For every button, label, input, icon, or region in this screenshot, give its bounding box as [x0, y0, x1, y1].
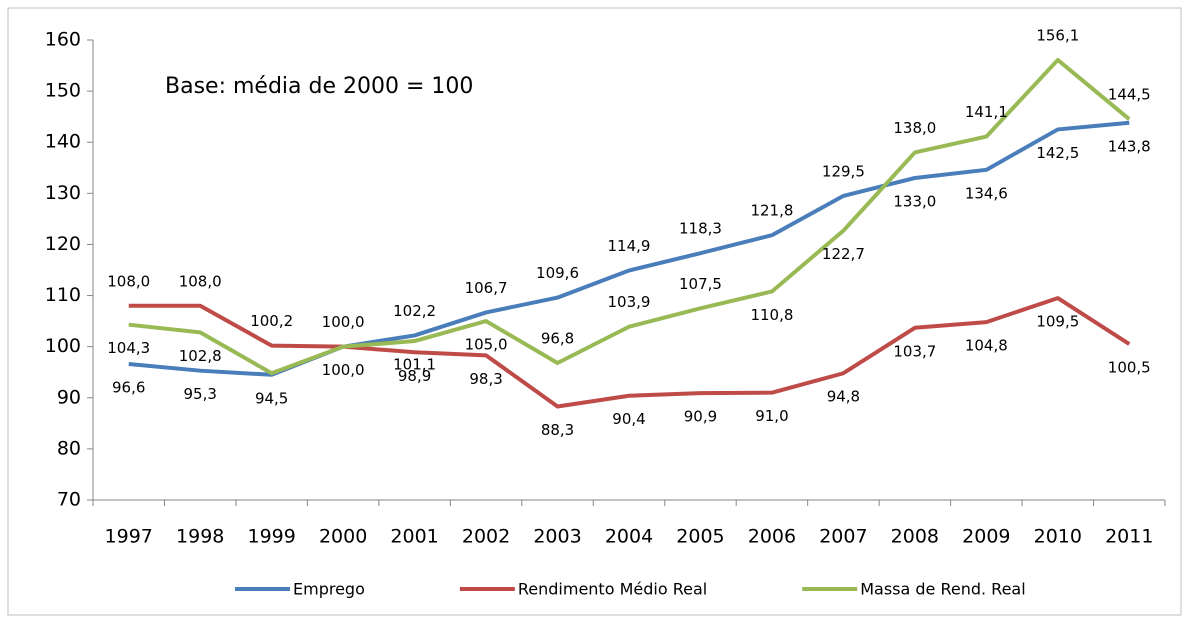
- data-label: 96,6: [112, 379, 145, 397]
- x-tick-label: 2009: [962, 526, 1010, 548]
- data-label: 94,5: [255, 389, 288, 407]
- data-label: 121,8: [750, 202, 793, 220]
- data-label: 110,8: [750, 306, 793, 324]
- x-tick-label: 2005: [676, 526, 724, 548]
- data-label: 98,3: [469, 370, 502, 388]
- data-label: 101,1: [393, 356, 436, 374]
- data-label: 100,5: [1108, 359, 1151, 377]
- data-label: 100,0: [322, 361, 365, 379]
- x-tick-label: 1997: [105, 526, 153, 548]
- legend-label: Rendimento Médio Real: [518, 580, 707, 599]
- data-label: 118,3: [679, 220, 722, 238]
- data-label: 122,7: [822, 245, 865, 263]
- data-label: 108,0: [179, 272, 222, 290]
- data-label: 156,1: [1036, 26, 1079, 44]
- x-tick-label: 1999: [247, 526, 295, 548]
- series-line: [128, 57, 1131, 376]
- x-tick-label: 2007: [819, 526, 867, 548]
- annotation: Base: média de 2000 = 100: [165, 74, 473, 99]
- y-tick-label: 120: [45, 233, 81, 255]
- data-label: 107,5: [679, 275, 722, 293]
- data-label: 109,5: [1036, 313, 1079, 331]
- x-tick-label: 2000: [319, 526, 367, 548]
- data-label: 94,8: [827, 388, 860, 406]
- data-label: 143,8: [1108, 137, 1151, 155]
- data-label: 102,2: [393, 302, 436, 320]
- data-label: 105,0: [465, 336, 508, 354]
- x-tick-label: 2003: [533, 526, 581, 548]
- y-tick-label: 140: [45, 131, 81, 153]
- data-label: 90,4: [612, 410, 645, 428]
- x-tick-label: 2004: [605, 526, 653, 548]
- data-label: 100,0: [322, 313, 365, 331]
- data-label: 91,0: [755, 407, 788, 425]
- data-label: 129,5: [822, 162, 865, 180]
- data-label: 98,9: [398, 367, 431, 385]
- data-label: 103,7: [893, 342, 936, 360]
- x-tick-label: 2001: [390, 526, 438, 548]
- data-label: 100,2: [250, 312, 293, 330]
- x-tick-label: 2006: [748, 526, 796, 548]
- data-label: 104,3: [107, 339, 150, 357]
- series-line: [128, 296, 1131, 409]
- y-tick-label: 100: [45, 335, 81, 357]
- y-tick-label: 160: [45, 29, 81, 51]
- x-tick-label: 2002: [462, 526, 510, 548]
- y-tick-label: 90: [57, 386, 81, 408]
- data-label: 138,0: [893, 119, 936, 137]
- y-tick-label: 70: [57, 489, 81, 511]
- chart-frame: [7, 7, 1182, 616]
- data-label: 141,1: [965, 103, 1008, 121]
- x-tick-label: 2008: [891, 526, 939, 548]
- data-label: 104,8: [965, 337, 1008, 355]
- legend-label: Massa de Rend. Real: [860, 580, 1025, 599]
- x-tick-label: 1998: [176, 526, 224, 548]
- data-label: 108,0: [107, 272, 150, 290]
- data-label: 109,6: [536, 264, 579, 282]
- y-tick-label: 130: [45, 182, 81, 204]
- data-label: 142,5: [1036, 144, 1079, 162]
- data-label: 96,8: [541, 330, 574, 348]
- data-label: 134,6: [965, 184, 1008, 202]
- data-label: 95,3: [183, 385, 216, 403]
- x-tick-label: 2010: [1034, 526, 1082, 548]
- data-label: 102,8: [179, 347, 222, 365]
- y-tick-label: 80: [57, 437, 81, 459]
- data-label: 144,5: [1108, 86, 1151, 104]
- y-tick-label: 150: [45, 80, 81, 102]
- data-label: 106,7: [465, 279, 508, 297]
- legend-label: Emprego: [293, 580, 365, 599]
- x-tick-label: 2011: [1105, 526, 1153, 548]
- y-tick-label: 110: [45, 284, 81, 306]
- data-label: 114,9: [608, 237, 651, 255]
- data-label: 103,9: [608, 293, 651, 311]
- data-label: 90,9: [684, 408, 717, 426]
- data-label: 88,3: [541, 421, 574, 439]
- data-label: 133,0: [893, 193, 936, 211]
